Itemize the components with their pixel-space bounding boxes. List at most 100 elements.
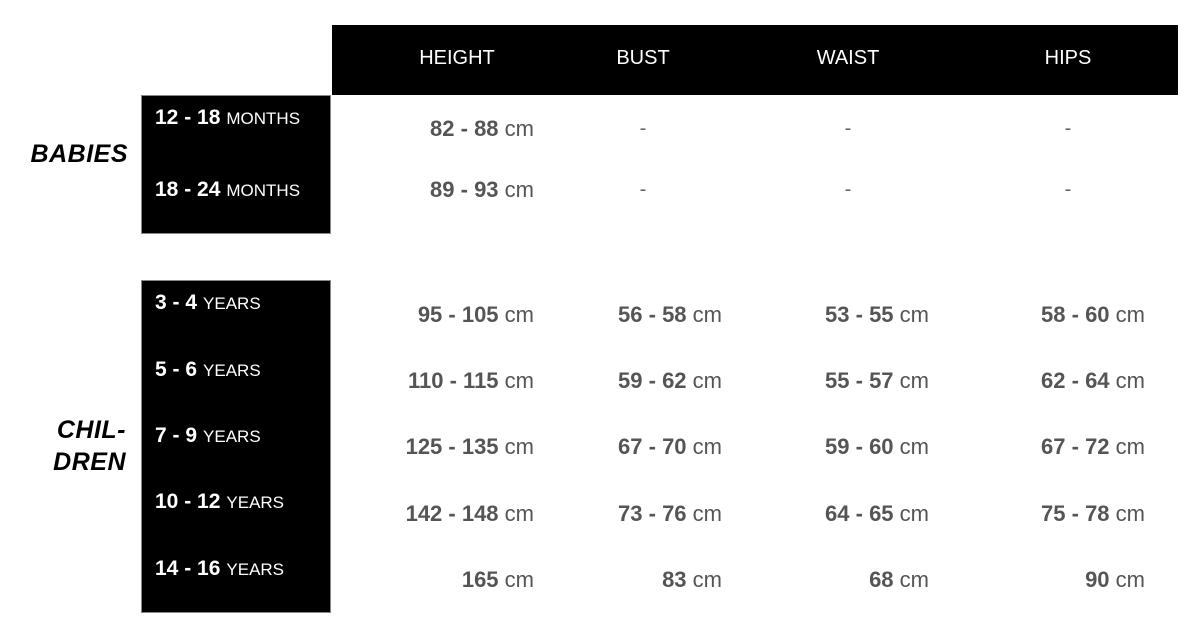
column-header-bust: BUST bbox=[616, 47, 670, 69]
bust-value: 83 cm bbox=[662, 567, 722, 593]
age-unit: YEARS bbox=[203, 294, 261, 313]
column-header-hips: HIPS bbox=[1044, 47, 1092, 69]
measure-number: 53 - 55 bbox=[825, 302, 894, 327]
hips-value: 75 - 78 cm bbox=[1041, 501, 1145, 527]
column-header-waist: WAIST bbox=[816, 47, 880, 69]
measure-unit: cm bbox=[692, 368, 722, 393]
age-unit: YEARS bbox=[226, 560, 285, 579]
children-age-box bbox=[141, 280, 331, 613]
measure-number: 67 - 72 bbox=[1041, 434, 1110, 459]
age-unit: MONTHS bbox=[226, 109, 301, 128]
measure-number: 58 - 60 bbox=[1041, 302, 1110, 327]
age-label: 18 - 24 MONTHS bbox=[155, 178, 300, 202]
measure-number: 64 - 65 bbox=[825, 501, 894, 526]
age-label: 7 - 9 YEARS bbox=[155, 424, 261, 448]
measure-unit: cm bbox=[504, 302, 534, 327]
age-unit: YEARS bbox=[203, 427, 261, 446]
hips-value: 62 - 64 cm bbox=[1041, 368, 1145, 394]
hips-value: 90 cm bbox=[1085, 567, 1145, 593]
age-range: 3 - 4 bbox=[155, 291, 198, 314]
measure-number: 59 - 62 bbox=[618, 368, 687, 393]
age-label: 14 - 16 YEARS bbox=[155, 557, 284, 581]
measure-number: 142 - 148 bbox=[405, 501, 499, 526]
measure-unit: cm bbox=[504, 567, 534, 592]
measure-number: 82 - 88 bbox=[430, 116, 499, 141]
measure-unit: cm bbox=[692, 567, 722, 592]
measure-number: 75 - 78 bbox=[1041, 501, 1110, 526]
group-label-children-line1: CHIL- bbox=[56, 416, 126, 444]
measure-unit: cm bbox=[692, 302, 722, 327]
measure-unit: cm bbox=[504, 434, 534, 459]
height-value: 125 - 135 cm bbox=[406, 434, 534, 460]
group-label-babies: BABIES bbox=[30, 140, 128, 168]
measure-number: 73 - 76 bbox=[618, 501, 687, 526]
age-range: 12 - 18 bbox=[155, 106, 221, 129]
age-range: 7 - 9 bbox=[155, 424, 198, 447]
empty-waist-value: - bbox=[844, 178, 852, 201]
age-range: 5 - 6 bbox=[155, 358, 198, 381]
empty-hips-value: - bbox=[1064, 178, 1072, 201]
waist-value: 53 - 55 cm bbox=[825, 302, 929, 328]
measure-number: 56 - 58 bbox=[618, 302, 687, 327]
age-range: 18 - 24 bbox=[155, 178, 221, 201]
measure-unit: cm bbox=[1115, 302, 1145, 327]
age-unit: MONTHS bbox=[226, 181, 301, 200]
measure-unit: cm bbox=[899, 567, 929, 592]
height-value: 89 - 93 cm bbox=[430, 177, 534, 203]
age-unit: YEARS bbox=[226, 493, 285, 512]
measure-number: 90 bbox=[1085, 567, 1110, 592]
measure-number: 95 - 105 bbox=[417, 302, 499, 327]
measure-unit: cm bbox=[899, 501, 929, 526]
height-value: 165 cm bbox=[462, 567, 534, 593]
measure-number: 83 bbox=[662, 567, 687, 592]
column-header-height: HEIGHT bbox=[419, 47, 495, 69]
empty-bust-value: - bbox=[639, 117, 647, 140]
babies-age-box bbox=[141, 95, 331, 234]
measure-number: 165 bbox=[461, 567, 499, 592]
waist-value: 64 - 65 cm bbox=[825, 501, 929, 527]
height-value: 110 - 115 cm bbox=[408, 368, 534, 394]
age-label: 3 - 4 YEARS bbox=[155, 291, 261, 315]
age-label: 12 - 18 MONTHS bbox=[155, 106, 300, 130]
column-header-bar bbox=[332, 25, 1178, 95]
measure-number: 62 - 64 bbox=[1041, 368, 1110, 393]
measure-unit: cm bbox=[692, 501, 722, 526]
bust-value: 59 - 62 cm bbox=[618, 368, 722, 394]
measure-unit: cm bbox=[899, 302, 929, 327]
measure-number: 125 - 135 bbox=[405, 434, 499, 459]
group-label-children-line2: DREN bbox=[53, 448, 126, 476]
age-range: 10 - 12 bbox=[155, 490, 221, 513]
bust-value: 67 - 70 cm bbox=[618, 434, 722, 460]
measure-unit: cm bbox=[1115, 434, 1145, 459]
measure-unit: cm bbox=[504, 368, 534, 393]
waist-value: 68 cm bbox=[869, 567, 929, 593]
age-range: 14 - 16 bbox=[155, 557, 221, 580]
age-label: 10 - 12 YEARS bbox=[155, 490, 284, 514]
empty-hips-value: - bbox=[1064, 117, 1072, 140]
measure-number: 68 bbox=[869, 567, 894, 592]
hips-value: 58 - 60 cm bbox=[1041, 302, 1145, 328]
measure-unit: cm bbox=[1115, 368, 1145, 393]
waist-value: 59 - 60 cm bbox=[825, 434, 929, 460]
measure-unit: cm bbox=[504, 116, 534, 141]
measure-unit: cm bbox=[692, 434, 722, 459]
measure-number: 89 - 93 bbox=[430, 177, 499, 202]
group-label-children: CHIL- DREN bbox=[10, 414, 126, 478]
bust-value: 73 - 76 cm bbox=[618, 501, 722, 527]
measure-number: 67 - 70 bbox=[618, 434, 687, 459]
measure-unit: cm bbox=[899, 434, 929, 459]
hips-value: 67 - 72 cm bbox=[1041, 434, 1145, 460]
measure-number: 110 - 115 bbox=[408, 368, 499, 393]
height-value: 95 - 105 cm bbox=[418, 302, 534, 328]
empty-bust-value: - bbox=[639, 178, 647, 201]
measure-number: 55 - 57 bbox=[825, 368, 894, 393]
age-unit: YEARS bbox=[203, 361, 261, 380]
empty-waist-value: - bbox=[844, 117, 852, 140]
waist-value: 55 - 57 cm bbox=[825, 368, 929, 394]
measure-unit: cm bbox=[504, 501, 534, 526]
measure-unit: cm bbox=[899, 368, 929, 393]
height-value: 142 - 148 cm bbox=[406, 501, 534, 527]
measure-unit: cm bbox=[1115, 567, 1145, 592]
measure-unit: cm bbox=[1115, 501, 1145, 526]
measure-unit: cm bbox=[504, 177, 534, 202]
